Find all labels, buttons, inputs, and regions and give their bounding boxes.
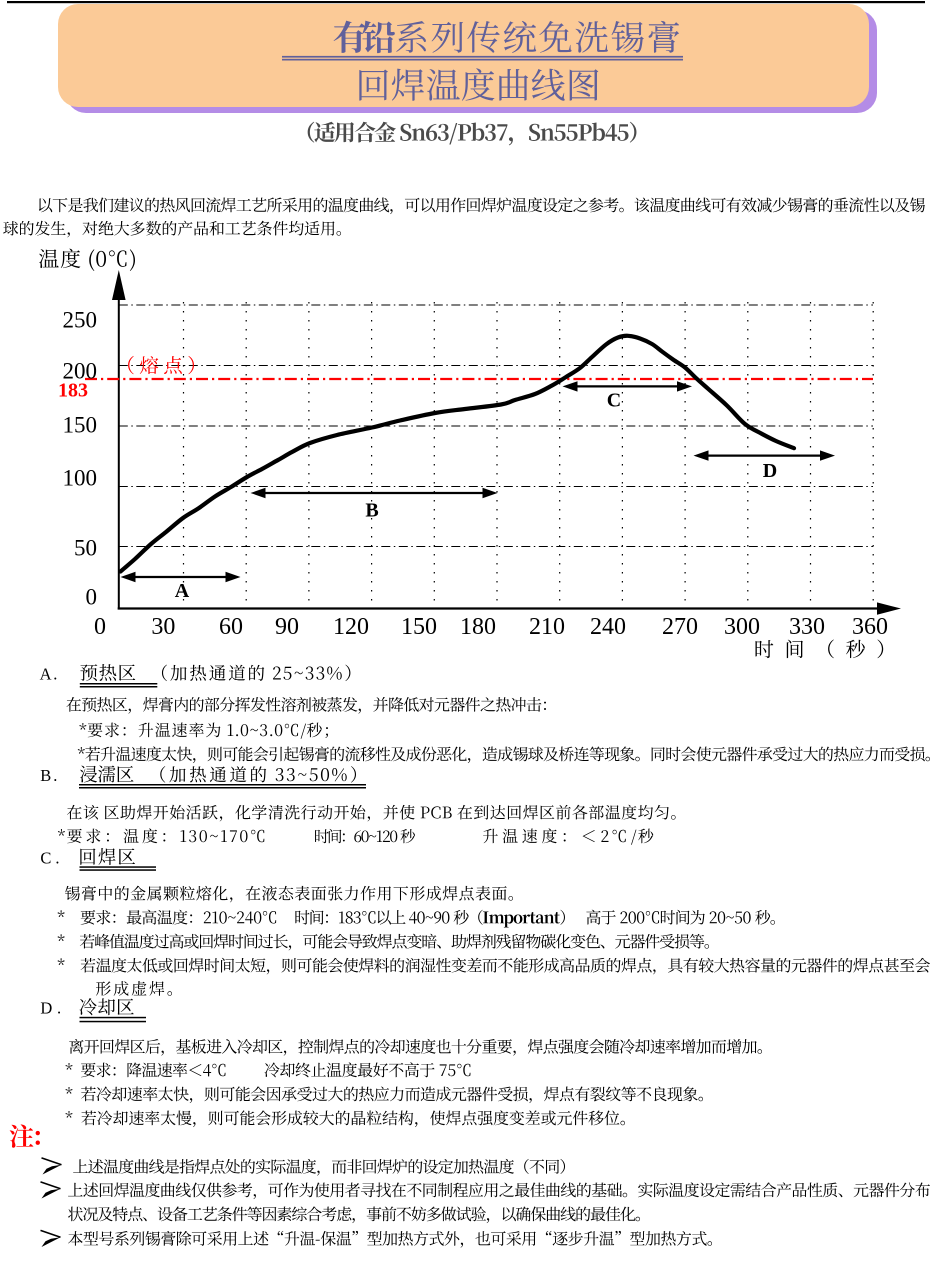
svg-text:50: 50	[74, 536, 97, 561]
svg-text:150: 150	[401, 614, 437, 640]
svg-text:210: 210	[529, 614, 565, 640]
svg-text:100: 100	[63, 466, 98, 491]
svg-text:D.: D.	[40, 999, 61, 1018]
svg-text:250: 250	[63, 308, 98, 333]
svg-text:60: 60	[219, 614, 243, 640]
svg-text:180: 180	[460, 614, 496, 640]
svg-text:C: C	[607, 390, 621, 412]
svg-text:360: 360	[852, 614, 888, 640]
svg-text:120: 120	[333, 614, 369, 640]
svg-text:150: 150	[63, 413, 98, 438]
svg-text:D: D	[763, 460, 777, 482]
svg-text:A: A	[175, 580, 190, 602]
svg-text:0: 0	[94, 614, 106, 640]
svg-text:270: 270	[662, 614, 698, 640]
svg-text:90: 90	[275, 614, 299, 640]
svg-text:330: 330	[789, 614, 825, 640]
svg-text:B: B	[365, 500, 378, 522]
svg-text:C.: C.	[40, 849, 59, 868]
svg-text:200: 200	[63, 359, 98, 384]
svg-text:240: 240	[590, 614, 626, 640]
svg-text:183: 183	[58, 380, 88, 402]
svg-text:0: 0	[86, 585, 98, 610]
svg-text:300: 300	[724, 614, 760, 640]
svg-text:30: 30	[151, 614, 175, 640]
svg-text:B.: B.	[40, 766, 57, 785]
svg-text:A.: A.	[40, 664, 58, 683]
